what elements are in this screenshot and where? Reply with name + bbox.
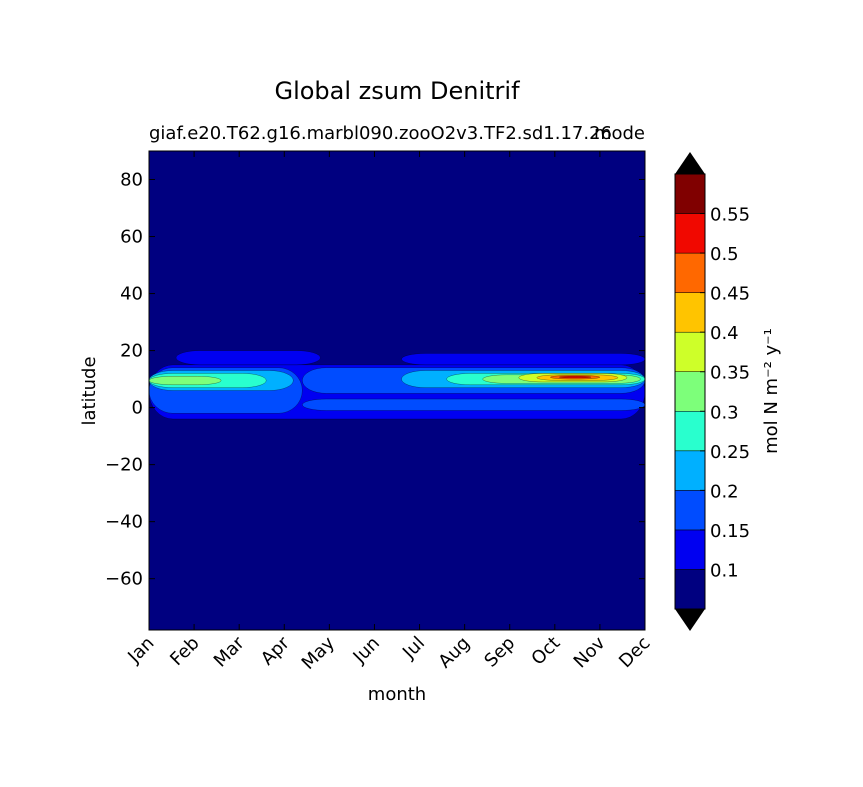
colorbar-tick-label: 0.55 xyxy=(710,205,750,226)
x-tick-label: Nov xyxy=(570,632,610,672)
x-tick-label: Sep xyxy=(480,633,519,672)
x-tick-label: Aug xyxy=(434,633,474,673)
chart-subtitle-left: giaf.e20.T62.g16.marbl090.zooO2v3.TF2.sd… xyxy=(149,123,612,144)
chart-title: Global zsum Denitrif xyxy=(274,77,520,105)
x-tick-label: Jan xyxy=(123,633,158,668)
colorbar-tick-label: 0.35 xyxy=(710,363,750,384)
heatmap-band xyxy=(559,375,592,379)
colorbar-segment xyxy=(674,331,706,372)
colorbar-tick-label: 0.2 xyxy=(710,481,739,502)
colorbar-tick-label: 0.1 xyxy=(710,560,739,581)
x-tick-label: Feb xyxy=(166,633,203,670)
colorbar-segment xyxy=(674,371,706,412)
colorbar-tick-label: 0.5 xyxy=(710,244,739,265)
colorbar-segment xyxy=(674,569,706,610)
chart-subtitle-right: mode xyxy=(594,123,645,144)
x-tick-label: Apr xyxy=(257,632,294,669)
x-tick-label: Jul xyxy=(398,633,429,664)
y-axis-label: latitude xyxy=(79,356,100,425)
colorbar-segment xyxy=(674,411,706,452)
heatmap-field xyxy=(149,151,645,630)
y-tick-label: −40 xyxy=(105,512,143,533)
heatmap-band xyxy=(401,353,645,366)
y-tick-label: 20 xyxy=(120,341,143,362)
y-tick-label: 0 xyxy=(132,398,143,419)
heatmap-band xyxy=(302,398,645,411)
y-tick-label: −20 xyxy=(105,455,143,476)
colorbar-segment xyxy=(674,529,706,570)
colorbar-tick-label: 0.15 xyxy=(710,521,750,542)
plot-frame xyxy=(148,150,646,631)
heatmap-band xyxy=(175,350,321,366)
colorbar-frame xyxy=(674,173,706,610)
colorbar-segment xyxy=(674,490,706,531)
y-tick-label: 80 xyxy=(120,170,143,191)
x-tick-label: Jun xyxy=(349,633,384,668)
colorbar: 0.1 0.15 0.2 0.25 0.3 0.35 0.4 0.45 0.5 0.55 xyxy=(674,152,750,631)
colorbar-segment xyxy=(674,173,706,214)
heatmap-band xyxy=(149,375,222,386)
colorbar-extend-bottom xyxy=(675,609,705,631)
colorbar-segment xyxy=(674,213,706,254)
x-tick-label: Oct xyxy=(527,633,564,670)
colorbar-segment xyxy=(674,450,706,491)
x-tick-label: Dec xyxy=(615,633,654,672)
y-tick-label: 40 xyxy=(120,284,143,305)
y-axis: 80 60 40 20 0 −20 −40 −60 xyxy=(105,170,645,590)
colorbar-tick-label: 0.4 xyxy=(710,323,739,344)
colorbar-extend-top xyxy=(675,152,705,174)
colorbar-tick-label: 0.45 xyxy=(710,284,750,305)
x-axis-label: month xyxy=(368,684,426,705)
colorbar-tick-label: 0.25 xyxy=(710,442,750,463)
colorbar-segment xyxy=(674,292,706,333)
colorbar-label: mol N m⁻² y⁻¹ xyxy=(761,328,782,454)
y-tick-label: −60 xyxy=(105,569,143,590)
y-tick-label: 60 xyxy=(120,227,143,248)
colorbar-tick-label: 0.3 xyxy=(710,402,739,423)
x-tick-label: Mar xyxy=(210,632,249,671)
colorbar-segment xyxy=(674,252,706,293)
x-tick-label: May xyxy=(298,632,339,673)
